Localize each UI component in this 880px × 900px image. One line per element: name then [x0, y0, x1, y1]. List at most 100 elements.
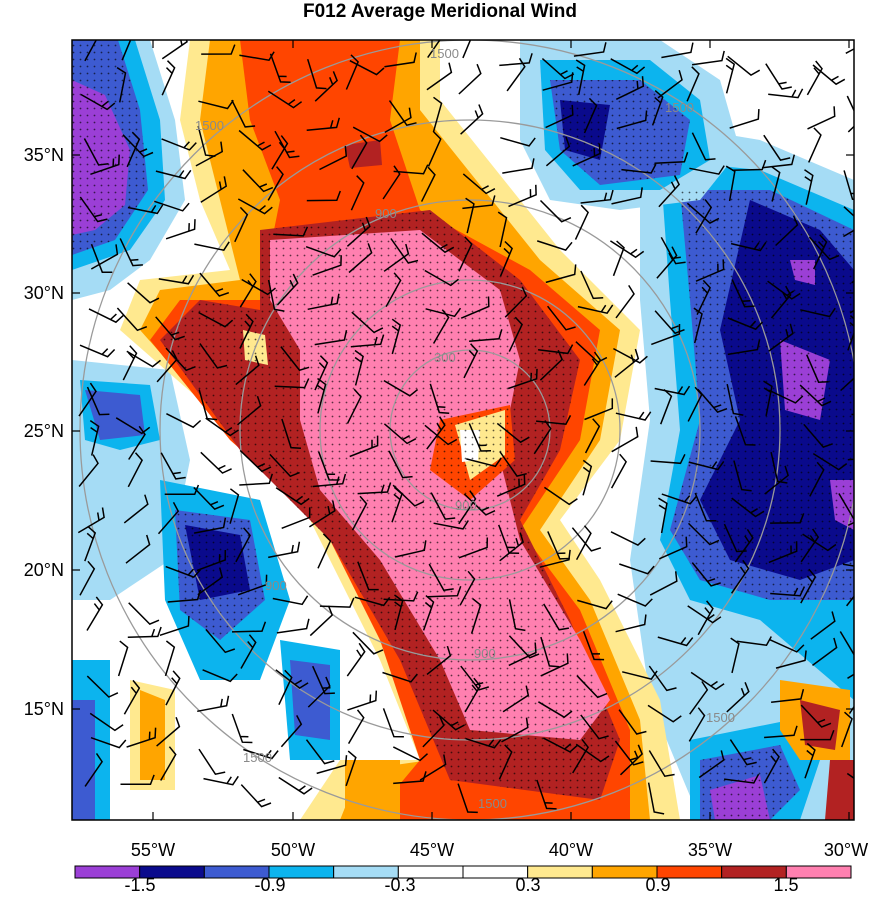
- wind-barb: [619, 744, 643, 776]
- wind-barb: [127, 452, 144, 488]
- wind-barb: [459, 570, 476, 606]
- wind-barb: [312, 255, 342, 276]
- wind-barb: [731, 497, 765, 518]
- wind-barb: [276, 618, 310, 634]
- wind-barb: [661, 42, 694, 59]
- colorbar-label: 0.9: [645, 875, 670, 895]
- wind-barb: [584, 398, 614, 421]
- wind-barb: [584, 418, 601, 454]
- wind-barb: [768, 389, 804, 404]
- wind-barb: [357, 482, 392, 495]
- wind-barb: [203, 775, 239, 786]
- wind-barb: [582, 631, 605, 661]
- wind-barb: [357, 561, 379, 591]
- wind-barb: [618, 709, 647, 735]
- wind-barb: [573, 42, 607, 57]
- wind-barb: [200, 176, 228, 203]
- wind-barb: [809, 461, 825, 497]
- plot-frame: [71, 39, 855, 821]
- wind-barb: [243, 748, 279, 760]
- wind-barb: [496, 422, 530, 444]
- wind-barb: [394, 594, 404, 631]
- wind-barb: [120, 774, 155, 786]
- wind-barb: [647, 704, 682, 723]
- wind-barb: [427, 586, 462, 598]
- wind-barb: [393, 164, 429, 175]
- wind-barb: [278, 776, 313, 795]
- wind-barb: [308, 500, 336, 528]
- ring-label-1500: 1500: [706, 710, 735, 725]
- wind-barb: [804, 169, 814, 205]
- wind-barb: [79, 196, 108, 223]
- wind-barb: [350, 334, 385, 348]
- wind-barb: [730, 241, 767, 252]
- wind-barb: [314, 330, 348, 346]
- wind-barb: [583, 97, 598, 134]
- wind-barb: [697, 600, 714, 636]
- wind-barb: [306, 117, 341, 131]
- wind-barb: [764, 465, 789, 495]
- wind-barb: [198, 748, 226, 776]
- wind-barb: [242, 169, 274, 193]
- wind-barb: [696, 279, 711, 316]
- wind-barb: [575, 341, 608, 363]
- wind-barb: [497, 211, 508, 248]
- wind-barb: [575, 59, 586, 95]
- wind-barb: [498, 744, 513, 780]
- wind-barb: [768, 323, 794, 352]
- lon-label-35w: 35°W: [688, 840, 732, 860]
- wind-barb: [545, 104, 574, 129]
- wind-barb: [422, 715, 445, 748]
- wind-barb: [656, 246, 678, 279]
- wind-barb: [657, 636, 694, 647]
- wind-barb: [156, 350, 178, 383]
- wind-barb: [458, 63, 482, 95]
- wind-barb: [312, 473, 347, 488]
- colorbar-label: 1.5: [773, 875, 798, 895]
- wind-barb: [126, 727, 157, 748]
- wind-barb: [499, 53, 533, 67]
- wind-barb: [536, 779, 557, 810]
- wind-barb: [810, 611, 836, 640]
- wind-barb: [496, 474, 526, 497]
- wind-barb: [432, 96, 443, 133]
- wind-barb: [583, 351, 602, 386]
- wind-barb: [647, 782, 665, 815]
- colorbar-label: 0.3: [515, 875, 540, 895]
- wind-barb: [800, 307, 836, 318]
- wind-barb: [610, 58, 646, 75]
- wind-barb: [813, 234, 828, 270]
- wind-barb: [197, 567, 224, 596]
- wind-barb: [205, 417, 239, 437]
- wind-barb: [775, 215, 799, 247]
- wind-barb: [77, 507, 105, 534]
- wind-barb: [90, 243, 113, 273]
- wind-barb: [686, 66, 700, 102]
- wind-barb: [273, 226, 309, 237]
- wind-barb: [202, 669, 238, 683]
- wind-barb: [166, 413, 202, 429]
- wind-barb: [763, 748, 780, 784]
- wind-barb: [125, 534, 151, 564]
- wind-barb: [127, 626, 162, 639]
- wind-barb: [688, 707, 706, 742]
- wind-barb: [689, 165, 725, 175]
- wind-barb: [800, 729, 835, 741]
- wind-barb: [508, 642, 537, 667]
- wind-barb: [730, 559, 750, 594]
- ring-label-1500: 1500: [430, 46, 459, 61]
- wind-barb: [808, 236, 840, 261]
- lon-label-45w: 45°W: [410, 840, 454, 860]
- wind-barb: [231, 99, 256, 128]
- wind-barb: [346, 642, 366, 677]
- wind-barb: [116, 66, 127, 103]
- wind-barb: [506, 57, 526, 92]
- wind-barb: [768, 541, 798, 564]
- wind-barb: [508, 599, 526, 632]
- wind-barb: [800, 704, 832, 728]
- wind-barb: [648, 750, 675, 778]
- wind-barb: [90, 244, 119, 270]
- wind-barb: [307, 676, 331, 708]
- wind-barb: [239, 473, 274, 486]
- wind-barb: [580, 270, 604, 300]
